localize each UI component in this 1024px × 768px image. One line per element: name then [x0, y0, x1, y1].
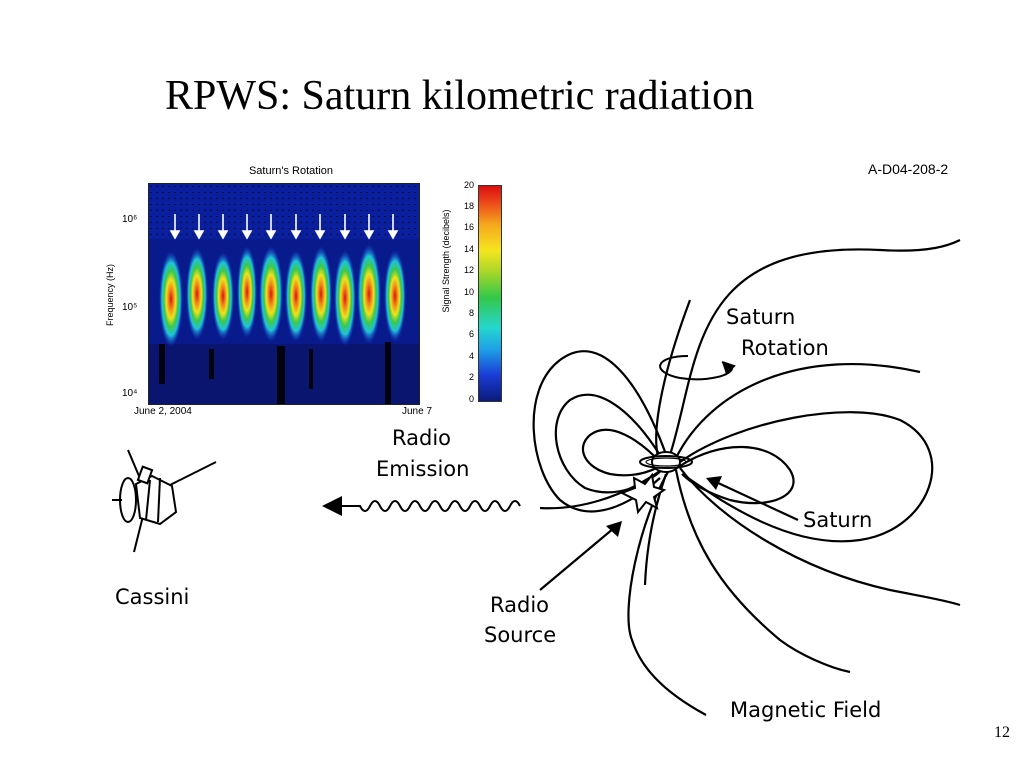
radio-emission-label-line2: Emission [376, 457, 470, 481]
colorbar-tick: 16 [463, 222, 474, 232]
rotation-marker [290, 214, 302, 240]
colorbar-tick: 20 [463, 180, 474, 190]
cassini-spacecraft-icon [112, 449, 217, 553]
rotation-marker [314, 214, 326, 240]
rotation-marker [217, 214, 229, 240]
rotation-marker [193, 214, 205, 240]
spectrogram-image [149, 184, 419, 404]
saturn-rotation-label-line1: Saturn [726, 305, 796, 329]
radio-emission-wave [340, 500, 521, 512]
y-tick-1e5: 10⁵ [122, 302, 138, 313]
spectrogram-plot [148, 183, 420, 405]
radio-source-burst-icon [619, 472, 667, 515]
radio-source-label-line1: Radio [490, 593, 550, 617]
y-tick-1e6: 10⁶ [122, 214, 138, 225]
saturn-rotation-label-line2: Rotation [741, 336, 829, 360]
magnetic-field-lines [532, 239, 961, 716]
x-end-label: June 7 [402, 406, 433, 417]
colorbar-tick: 0 [468, 394, 474, 404]
saturn-label: Saturn [803, 508, 873, 532]
rotation-marker [265, 214, 277, 240]
colorbar-tick: 2 [468, 372, 474, 382]
figure-id: A-D04-208-2 [868, 161, 949, 177]
rotation-marker [363, 214, 375, 240]
colorbar-tick: 6 [468, 329, 474, 339]
colorbar-tick: 18 [463, 201, 474, 211]
saturn-pointer-arrow [706, 476, 799, 521]
radio-source-label-line2: Source [484, 623, 557, 647]
colorbar-tick: 12 [463, 265, 474, 275]
rotation-marker [169, 214, 181, 240]
slide-title: RPWS: Saturn kilometric radiation [165, 73, 755, 119]
colorbar-tick: 8 [468, 308, 474, 318]
rotation-marker [241, 214, 253, 240]
colorbar-tick: 4 [468, 351, 474, 361]
radio-emission-label-line1: Radio [392, 426, 452, 450]
spectrogram-title: Saturn's Rotation [248, 165, 334, 177]
radio-source-pointer-arrow [539, 521, 622, 591]
cassini-label: Cassini [115, 585, 190, 609]
rotation-marker-arrows [169, 214, 399, 240]
rotation-marker [339, 214, 351, 240]
magnetic-field-label: Magnetic Field [730, 698, 882, 722]
y-tick-1e4: 10⁴ [122, 388, 138, 399]
colorbar-tick: 14 [463, 244, 474, 254]
rotation-arrow-icon [659, 355, 736, 381]
saturn-planet [639, 451, 693, 473]
rotation-marker [387, 214, 399, 240]
colorbar [478, 185, 502, 402]
x-start-label: June 2, 2004 [134, 406, 192, 417]
emission-arrowhead-icon [322, 496, 342, 516]
colorbar-tick: 10 [463, 287, 474, 297]
page-number: 12 [994, 724, 1010, 741]
